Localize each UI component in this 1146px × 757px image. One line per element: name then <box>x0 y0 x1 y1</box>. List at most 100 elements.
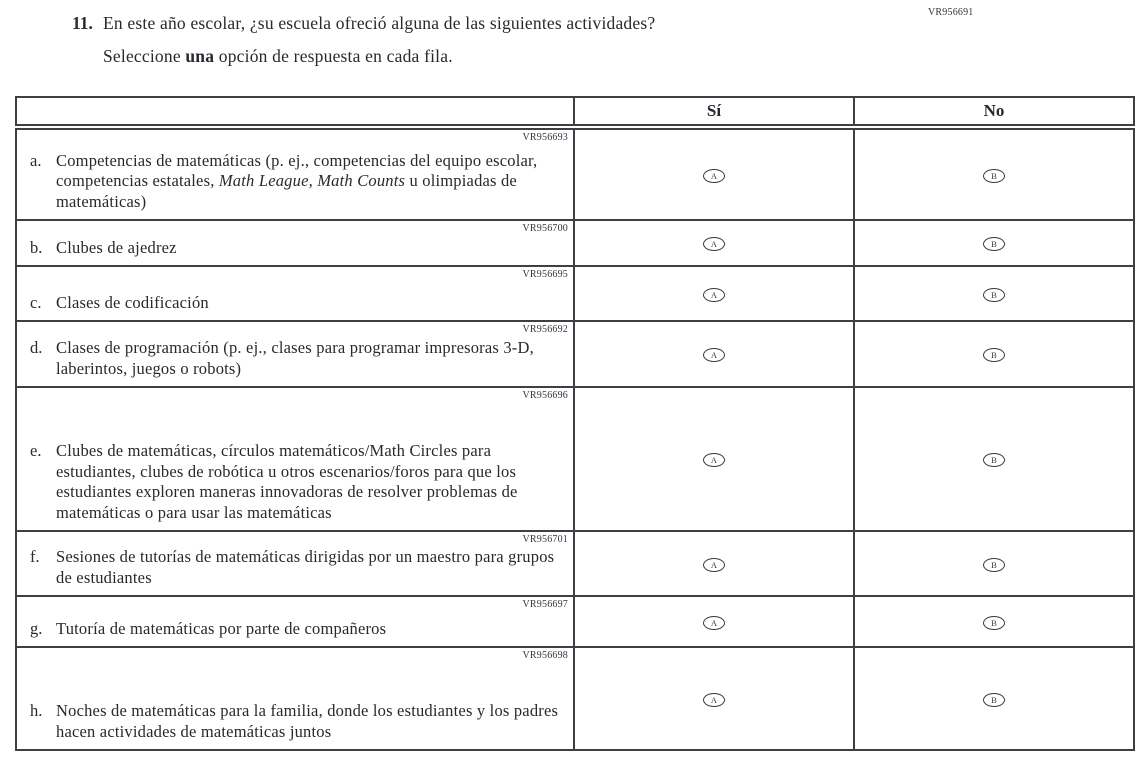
activity-label-cell: VR956696 e. Clubes de matemáticas, círcu… <box>15 386 575 532</box>
response-grid: Sí No VR956693 a. Competencias de matemá… <box>15 96 1135 751</box>
question-block: 11. En este año escolar, ¿su escuela ofr… <box>72 13 912 67</box>
label-part: Clubes de matemáticas, círculos matemáti… <box>56 441 518 522</box>
bubble-letter: B <box>991 350 997 360</box>
table-row-e: VR956696 e. Clubes de matemáticas, círcu… <box>15 386 1135 532</box>
bubble-letter: B <box>991 617 997 628</box>
table-row-c: VR956695 c. Clases de codificación A B <box>15 265 1135 322</box>
question-text: En este año escolar, ¿su escuela ofreció… <box>103 13 656 33</box>
yes-cell: A <box>573 386 855 532</box>
yes-cell: A <box>573 646 855 751</box>
activity-label: Competencias de matemáticas (p. ej., com… <box>56 151 567 213</box>
activity-label-cell: VR956697 g. Tutoría de matemáticas por p… <box>15 595 575 648</box>
header-row: Sí No <box>15 96 1135 130</box>
row-variable-code: VR956698 <box>522 650 568 661</box>
instruction-bold-word: una <box>185 46 215 66</box>
yes-cell: A <box>573 530 855 597</box>
answer-bubble-yes[interactable]: A <box>703 237 725 252</box>
bubble-letter: B <box>991 694 997 705</box>
row-letter: h. <box>30 701 43 720</box>
no-cell: B <box>853 219 1135 267</box>
no-cell: B <box>853 320 1135 388</box>
no-cell: B <box>853 646 1135 751</box>
activity-label: Tutoría de matemáticas por parte de comp… <box>56 619 386 640</box>
activity-label-cell: VR956700 b. Clubes de ajedrez <box>15 219 575 267</box>
yes-cell: A <box>573 320 855 388</box>
answer-bubble-no[interactable]: B <box>983 615 1005 630</box>
bubble-letter: B <box>991 455 997 465</box>
activity-label-cell: VR956701 f. Sesiones de tutorías de mate… <box>15 530 575 597</box>
activity-label-cell: VR956693 a. Competencias de matemáticas … <box>15 126 575 221</box>
yes-cell: A <box>573 595 855 648</box>
row-letter: b. <box>30 237 43 257</box>
row-variable-code: VR956700 <box>522 223 568 234</box>
activity-label: Sesiones de tutorías de matemáticas diri… <box>56 547 567 588</box>
no-cell: B <box>853 265 1135 322</box>
answer-bubble-yes[interactable]: A <box>703 615 725 630</box>
answer-bubble-no[interactable]: B <box>983 348 1005 363</box>
label-part: Tutoría de matemáticas por parte de comp… <box>56 618 387 638</box>
table-row-g: VR956697 g. Tutoría de matemáticas por p… <box>15 595 1135 648</box>
table-row-a: VR956693 a. Competencias de matemáticas … <box>15 126 1135 221</box>
bubble-letter: B <box>991 559 997 570</box>
header-no: No <box>853 96 1135 130</box>
header-yes: Sí <box>573 96 855 130</box>
activity-label: Clases de programación (p. ej., clases p… <box>56 338 567 379</box>
label-part: Competencias de matemáticas (p. ej., com… <box>56 150 538 191</box>
answer-bubble-yes[interactable]: A <box>703 168 725 183</box>
activity-label: Clubes de matemáticas, círculos matemáti… <box>56 441 567 523</box>
question-instruction: Seleccione una opción de respuesta en ca… <box>103 46 912 67</box>
activity-label-cell: VR956692 d. Clases de programación (p. e… <box>15 320 575 388</box>
page-variable-code: VR956691 <box>928 7 974 18</box>
yes-cell: A <box>573 219 855 267</box>
activity-label-cell: VR956698 h. Noches de matemáticas para l… <box>15 646 575 751</box>
answer-bubble-no[interactable]: B <box>983 168 1005 183</box>
bubble-letter: A <box>710 694 718 705</box>
answer-bubble-no[interactable]: B <box>983 237 1005 252</box>
row-variable-code: VR956695 <box>522 269 568 280</box>
answer-bubble-no[interactable]: B <box>983 692 1005 707</box>
table-row-f: VR956701 f. Sesiones de tutorías de mate… <box>15 530 1135 597</box>
activity-label: Noches de matemáticas para la familia, d… <box>56 701 567 742</box>
label-part: Clases de codificación <box>56 292 209 312</box>
row-letter: d. <box>30 338 43 357</box>
question-number: 11. <box>72 13 93 33</box>
label-part: Sesiones de tutorías de matemáticas diri… <box>56 547 555 587</box>
label-part-italic: Math League, Math Counts <box>218 171 406 190</box>
activity-label: Clases de codificación <box>56 293 209 314</box>
table-row-b: VR956700 b. Clubes de ajedrez A B <box>15 219 1135 267</box>
answer-bubble-yes[interactable]: A <box>703 453 725 468</box>
yes-cell: A <box>573 265 855 322</box>
no-cell: B <box>853 595 1135 648</box>
instruction-prefix: Seleccione <box>103 46 186 66</box>
table-row-h: VR956698 h. Noches de matemáticas para l… <box>15 646 1135 751</box>
bubble-letter: A <box>710 170 718 181</box>
answer-bubble-yes[interactable]: A <box>703 557 725 572</box>
row-letter: f. <box>30 547 40 566</box>
instruction-suffix: opción de respuesta en cada fila. <box>214 46 453 66</box>
activity-label-cell: VR956695 c. Clases de codificación <box>15 265 575 322</box>
bubble-letter: A <box>710 455 718 465</box>
row-letter: e. <box>30 441 42 460</box>
answer-bubble-yes[interactable]: A <box>703 692 725 707</box>
answer-bubble-no[interactable]: B <box>983 453 1005 468</box>
answer-bubble-yes[interactable]: A <box>703 287 725 302</box>
row-letter: a. <box>30 150 42 170</box>
bubble-letter: A <box>710 617 718 628</box>
label-part: Clubes de ajedrez <box>56 237 177 257</box>
label-part: Clases de programación (p. ej., clases p… <box>56 338 534 378</box>
bubble-letter: A <box>710 559 718 570</box>
row-variable-code: VR956692 <box>522 324 568 335</box>
bubble-letter: A <box>710 350 718 360</box>
bubble-letter: A <box>710 289 718 300</box>
row-variable-code: VR956693 <box>522 132 568 143</box>
table-row-d: VR956692 d. Clases de programación (p. e… <box>15 320 1135 388</box>
answer-bubble-yes[interactable]: A <box>703 348 725 363</box>
no-cell: B <box>853 530 1135 597</box>
row-letter: g. <box>30 618 43 638</box>
answer-bubble-no[interactable]: B <box>983 557 1005 572</box>
no-cell: B <box>853 386 1135 532</box>
answer-bubble-no[interactable]: B <box>983 287 1005 302</box>
bubble-letter: B <box>991 289 997 300</box>
row-letter: c. <box>30 292 42 312</box>
